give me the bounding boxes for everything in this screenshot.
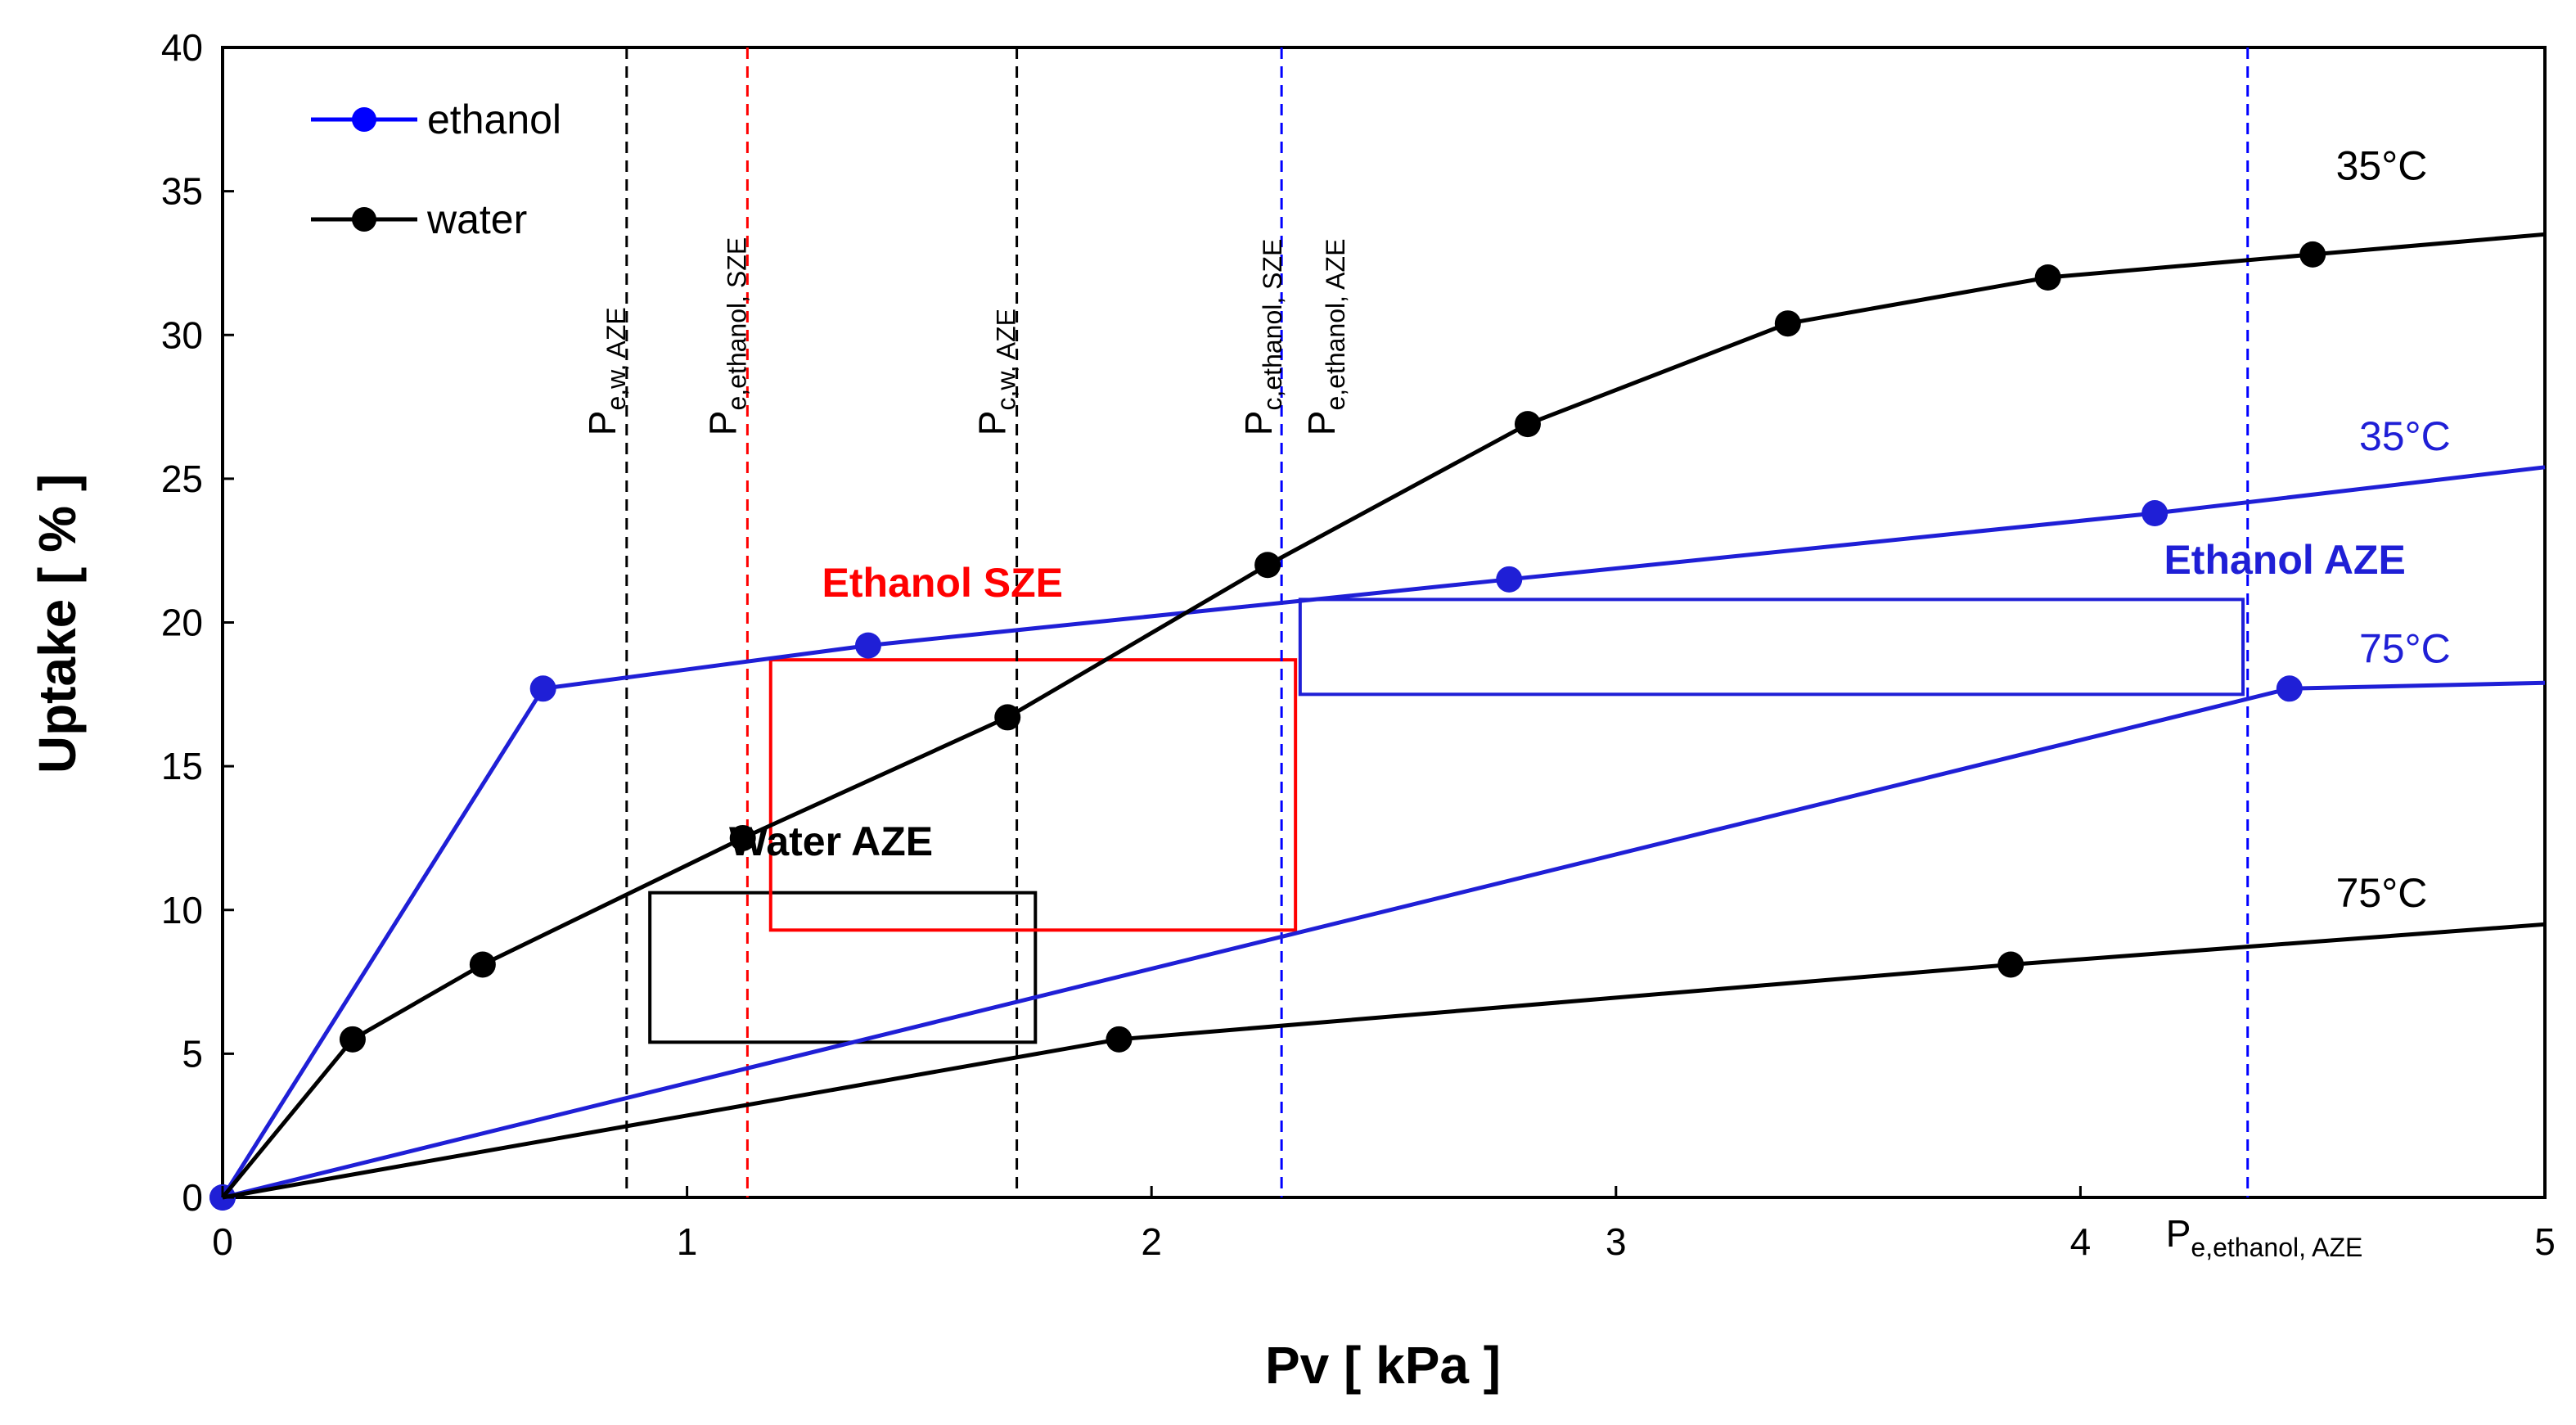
reference-label-subscript: c,w, AZE	[992, 309, 1021, 410]
reference-label-main: P	[2166, 1212, 2191, 1255]
legend: ethanol water	[311, 97, 561, 242]
reference-line-label: Pe,ethanol, AZE	[1300, 239, 1350, 436]
y-axis-title: Uptake [ % ]	[28, 474, 87, 773]
y-tick-label: 25	[161, 458, 203, 500]
region-box	[768, 658, 1298, 932]
data-point-ethanol	[2276, 675, 2303, 702]
y-tick-label: 20	[161, 602, 203, 644]
region-boxes	[648, 598, 2245, 1044]
reference-label-main: P	[1300, 411, 1343, 436]
reference-label-main: P	[971, 411, 1014, 436]
temperature-label: 35°C	[2359, 413, 2451, 459]
reference-label-subscript: e,w, AZE	[601, 307, 631, 410]
y-tick-label: 15	[161, 745, 203, 787]
reference-label-main: P	[1237, 411, 1280, 436]
region-box	[648, 891, 1038, 1044]
data-point-water	[1997, 951, 2024, 978]
y-tick-label: 5	[182, 1032, 203, 1075]
data-point-water	[729, 824, 756, 851]
region-label: Ethanol SZE	[822, 560, 1063, 606]
legend-water-marker	[352, 207, 376, 232]
reference-label-subscript: e,ethanol, AZE	[1321, 239, 1350, 411]
data-point-water	[1514, 411, 1541, 438]
data-point-water	[994, 704, 1021, 731]
annotation-labels: Water AZE Ethanol SZE Ethanol AZE Pe,w, AZE…	[581, 143, 2451, 1262]
legend-water-label: water	[426, 196, 527, 242]
data-point-ethanol	[1496, 566, 1523, 593]
data-point-ethanol	[2141, 500, 2168, 527]
y-tick-label: 30	[161, 313, 203, 356]
region-box	[1298, 598, 2245, 697]
data-point-water	[1106, 1026, 1133, 1053]
x-tick-label: 1	[677, 1220, 698, 1263]
x-tick-label: 3	[1605, 1220, 1627, 1263]
series-line-water	[222, 922, 2546, 1200]
region-label: Ethanol AZE	[2164, 537, 2405, 583]
legend-ethanol-marker	[352, 107, 376, 132]
reference-line-label: Pe,ethanol, SZE	[701, 237, 751, 435]
x-tick-label: 2	[1141, 1220, 1162, 1263]
reference-line-label: Pc,w, AZE	[971, 309, 1021, 435]
data-point-ethanol	[854, 632, 881, 659]
temperature-label: 75°C	[2336, 870, 2428, 916]
data-point-water	[339, 1026, 366, 1053]
data-point-water	[469, 951, 496, 978]
reference-line-label: Pe,ethanol, AZE	[2166, 1212, 2363, 1262]
region-label: Water AZE	[729, 818, 933, 864]
data-point-water	[2299, 241, 2326, 268]
reference-label-main: P	[581, 411, 624, 436]
reference-label-subscript: e,ethanol, SZE	[722, 237, 751, 411]
x-tick-label: 4	[2070, 1220, 2092, 1263]
axis-ticks: 0 1 2 3 4 5 0 5 10 15 20 25 30 35 40	[161, 26, 2556, 1263]
reference-label-subscript: e,ethanol, AZE	[2191, 1233, 2362, 1262]
data-point-water	[1774, 310, 1801, 337]
y-tick-label: 10	[161, 889, 203, 931]
reference-line-label: Pc,ethanol, SZE	[1237, 239, 1287, 436]
reference-label-subscript: c,ethanol, SZE	[1258, 239, 1287, 411]
y-tick-label: 40	[161, 26, 203, 69]
x-tick-label: 0	[212, 1220, 233, 1263]
reference-line-label: Pe,w, AZE	[581, 307, 631, 435]
x-axis-title: Pv [ kPa ]	[1265, 1336, 1501, 1395]
temperature-label: 75°C	[2359, 626, 2451, 672]
x-tick-label: 5	[2534, 1220, 2556, 1263]
temperature-label: 35°C	[2336, 143, 2428, 189]
data-point-ethanol	[529, 675, 556, 702]
reference-label-main: P	[701, 411, 744, 436]
data-point-water	[1254, 552, 1281, 579]
reference-vertical-lines	[625, 47, 2249, 1197]
legend-ethanol-label: ethanol	[427, 97, 561, 142]
data-point-water	[2034, 264, 2061, 291]
data-series	[209, 232, 2546, 1211]
y-tick-label: 0	[182, 1176, 203, 1219]
y-tick-label: 35	[161, 170, 203, 213]
